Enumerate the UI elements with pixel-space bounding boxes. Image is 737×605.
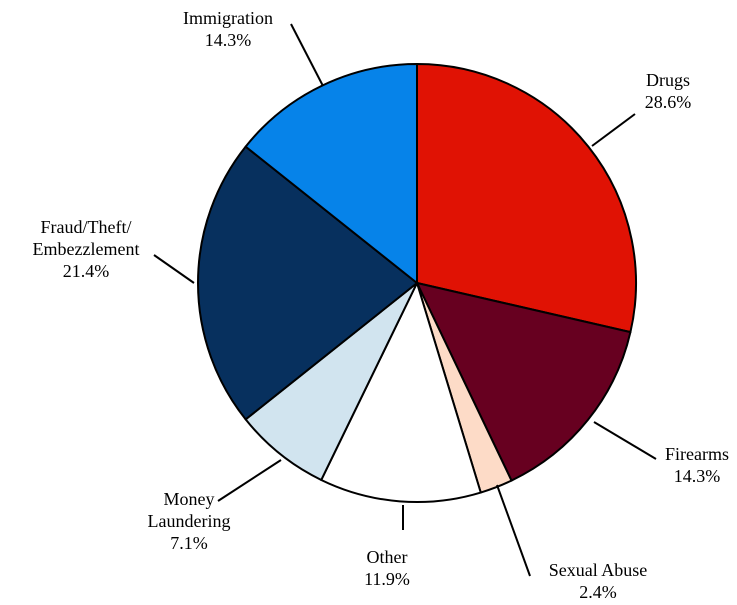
slice-category-label: Other bbox=[367, 547, 408, 567]
slice-category-label: Immigration bbox=[183, 8, 273, 28]
slice-category-label: Embezzlement bbox=[33, 239, 140, 259]
leader-lines bbox=[153, 23, 657, 577]
slice-percent-label: 7.1% bbox=[170, 533, 208, 553]
slice-percent-label: 14.3% bbox=[205, 30, 252, 50]
slice-label: Money Laundering 7.1% bbox=[148, 489, 231, 553]
pie-slices bbox=[197, 63, 637, 503]
pie-slice-fraud-theft-embezzlement bbox=[197, 145, 418, 421]
slice-label: Fraud/Theft/Embezzlement 21.4% bbox=[33, 217, 140, 281]
slice-label: Sexual Abuse 2.4% bbox=[549, 560, 648, 602]
slice-category-label: Fraud/Theft/ bbox=[41, 217, 132, 237]
pie-slice-drugs bbox=[416, 63, 637, 334]
pie-slice-firearms bbox=[416, 282, 632, 482]
leader-line bbox=[217, 459, 282, 502]
slice-percent-label: 28.6% bbox=[645, 92, 692, 112]
slice-percent-label: 14.3% bbox=[674, 466, 721, 486]
slice-percent-label: 2.4% bbox=[579, 582, 617, 602]
leader-line bbox=[593, 421, 657, 460]
slice-category-label: Laundering bbox=[148, 511, 231, 531]
slice-label: Other 11.9% bbox=[364, 547, 410, 589]
slice-percent-label: 11.9% bbox=[364, 569, 410, 589]
slice-category-label: Money bbox=[164, 489, 215, 509]
slice-percent-label: 21.4% bbox=[63, 261, 110, 281]
slice-label: Immigration 14.3% bbox=[183, 8, 273, 50]
slice-label: Firearms 14.3% bbox=[665, 444, 729, 486]
slice-category-label: Firearms bbox=[665, 444, 729, 464]
leader-line bbox=[153, 254, 195, 284]
leader-line bbox=[591, 113, 636, 147]
slice-label: Drugs 28.6% bbox=[645, 70, 692, 112]
slice-category-label: Sexual Abuse bbox=[549, 560, 648, 580]
leader-line bbox=[496, 484, 531, 577]
pie-slice-other bbox=[320, 282, 482, 503]
leader-line bbox=[290, 23, 324, 87]
slice-category-label: Drugs bbox=[646, 70, 690, 90]
slice-labels: Drugs 28.6%Firearms 14.3%Sexual Abuse 2.4%O… bbox=[33, 8, 729, 602]
